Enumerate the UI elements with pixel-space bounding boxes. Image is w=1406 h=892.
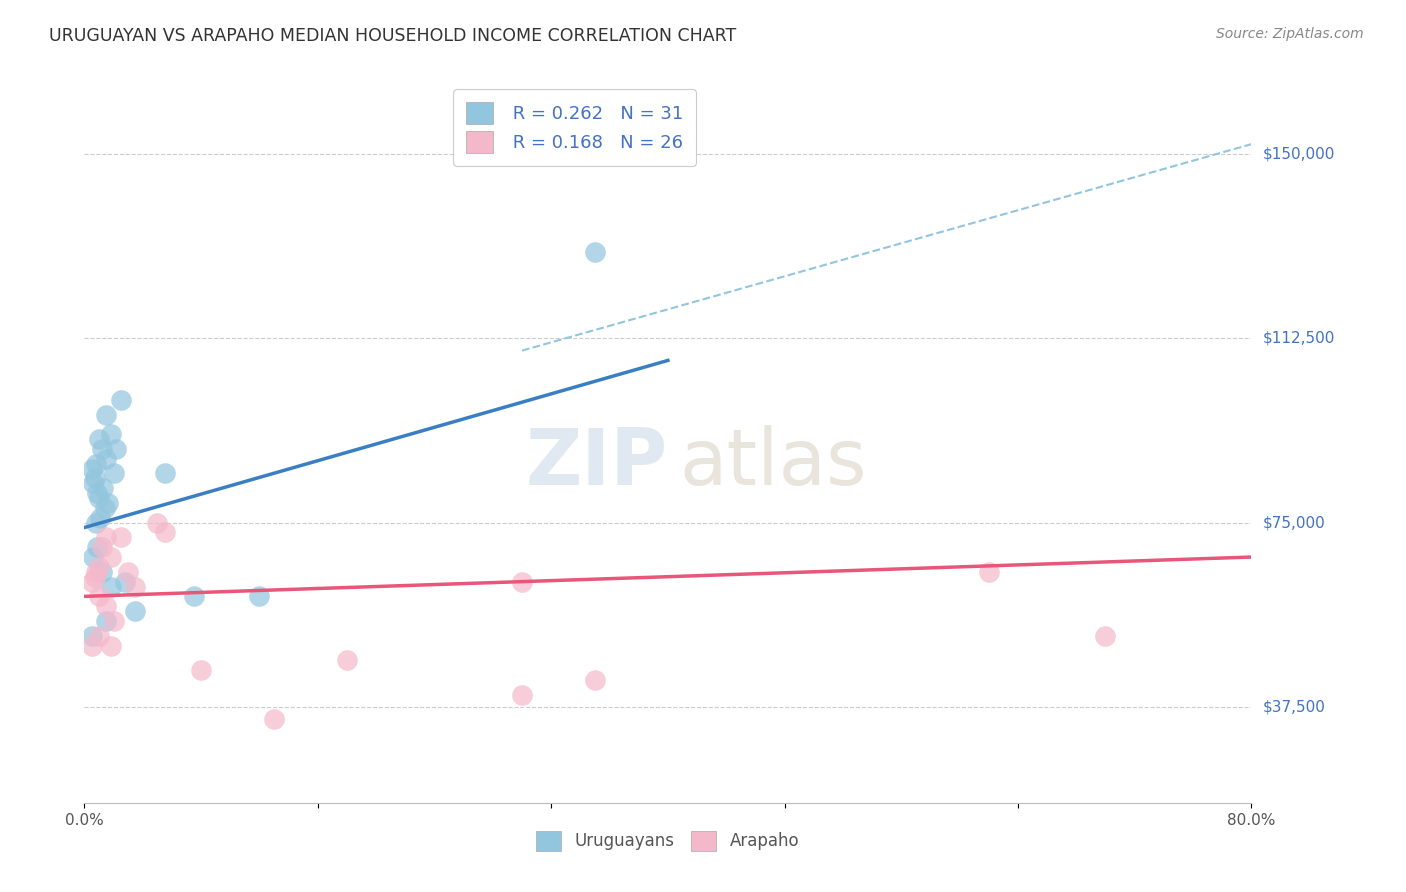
Point (183, 590, 205, 604)
Point (249, 590, 271, 604)
Point (96, 614, 118, 628)
Point (87, 432, 110, 446)
Point (103, 467, 125, 481)
Point (114, 574, 136, 589)
Text: $112,500: $112,500 (1263, 331, 1334, 346)
Point (100, 639, 122, 653)
Point (110, 530, 132, 544)
Point (86, 540, 108, 554)
Point (84, 565, 107, 579)
Text: ZIP: ZIP (526, 425, 668, 501)
Point (583, 245, 606, 260)
Point (82, 549, 104, 564)
Point (87, 590, 110, 604)
Text: $150,000: $150,000 (1263, 146, 1334, 161)
Point (87, 491, 110, 505)
Point (153, 467, 176, 481)
Point (87, 629, 110, 643)
Point (83, 570, 105, 584)
Point (510, 574, 533, 589)
Point (336, 653, 359, 667)
Point (90, 442, 112, 456)
Text: atlas: atlas (679, 425, 868, 501)
Point (1094, 629, 1116, 643)
Point (96, 530, 118, 544)
Point (94, 500, 117, 515)
Point (97, 496, 120, 510)
Point (263, 712, 285, 726)
Point (90, 540, 112, 554)
Point (110, 392, 132, 407)
Point (90, 565, 112, 579)
Point (583, 673, 606, 687)
Text: Source: ZipAtlas.com: Source: ZipAtlas.com (1216, 27, 1364, 41)
Point (117, 565, 139, 579)
Point (91, 481, 114, 495)
Point (83, 471, 105, 485)
Point (105, 442, 128, 456)
Legend: Uruguayans, Arapaho: Uruguayans, Arapaho (529, 822, 807, 860)
Point (977, 565, 1000, 579)
Point (96, 408, 118, 422)
Text: URUGUAYAN VS ARAPAHO MEDIAN HOUSEHOLD INCOME CORRELATION CHART: URUGUAYAN VS ARAPAHO MEDIAN HOUSEHOLD IN… (49, 27, 737, 45)
Point (80, 461, 103, 475)
Point (82, 476, 104, 491)
Point (100, 580, 122, 594)
Point (84, 516, 107, 530)
Point (80, 574, 103, 589)
Text: $37,500: $37,500 (1263, 699, 1326, 714)
Point (190, 663, 212, 677)
Point (124, 580, 146, 594)
Point (80, 629, 103, 643)
Point (100, 427, 122, 442)
Point (86, 486, 108, 500)
Point (153, 525, 176, 540)
Point (89, 510, 111, 524)
Point (80, 639, 103, 653)
Point (124, 604, 146, 618)
Text: $75,000: $75,000 (1263, 516, 1326, 530)
Point (84, 457, 107, 471)
Point (96, 599, 118, 614)
Point (510, 688, 533, 702)
Point (146, 516, 169, 530)
Point (87, 560, 110, 574)
Point (100, 549, 122, 564)
Point (96, 451, 118, 466)
Point (103, 614, 125, 628)
